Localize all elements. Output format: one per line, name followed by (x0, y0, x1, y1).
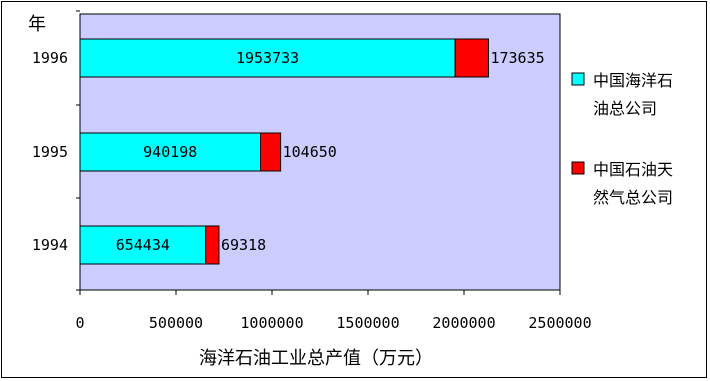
x-tick-label-4: 2000000 (432, 314, 495, 332)
category-label-1994: 1994 (32, 236, 68, 254)
x-tick-label-3: 1500000 (336, 314, 399, 332)
bar-layer (79, 38, 489, 265)
legend-swatch-series-1 (571, 72, 585, 86)
data-label-1995-series-2: 104650 (283, 143, 337, 161)
x-tick-label-1: 500000 (149, 314, 203, 332)
bar-1994-series-1 (79, 225, 207, 265)
data-label-1994-series-1: 654434 (116, 236, 170, 254)
x-tick-label-5: 2500000 (528, 314, 591, 332)
category-label-1995: 1995 (32, 143, 68, 161)
x-tick-label-0: 0 (75, 314, 84, 332)
x-axis-title: 海洋石油工业总产值（万元） (199, 348, 433, 369)
x-tick-label-2: 1000000 (240, 314, 303, 332)
bar-1995-series-2 (260, 132, 282, 172)
data-label-1995-series-1: 940198 (143, 143, 197, 161)
bar-1994-series-2 (205, 225, 220, 265)
category-label-1996: 1996 (32, 49, 68, 67)
bar-1996-series-2 (454, 38, 489, 78)
legend-label-series-1-line-2: 油总公司 (593, 99, 657, 118)
legend-label-series-2-line-1: 中国石油天 (593, 160, 673, 179)
legend-swatch-series-2 (571, 161, 585, 175)
bar-1995-series-1 (79, 132, 262, 172)
y-axis-header: 年 (28, 14, 46, 35)
data-label-layer: 1953733 173635 940198 104650 654434 69318 (116, 49, 545, 254)
data-label-1996-series-2: 173635 (490, 49, 544, 67)
legend-label-series-2-line-2: 然气总公司 (593, 188, 673, 207)
axis-layer: 1996 1995 1994 0 500000 1000000 1500000 2000000… (32, 10, 592, 332)
data-label-1994-series-2: 69318 (221, 236, 266, 254)
data-label-1996-series-1: 1953733 (236, 49, 299, 67)
bar-1996-series-1 (79, 38, 456, 78)
legend-label-series-1-line-1: 中国海洋石 (593, 71, 673, 90)
